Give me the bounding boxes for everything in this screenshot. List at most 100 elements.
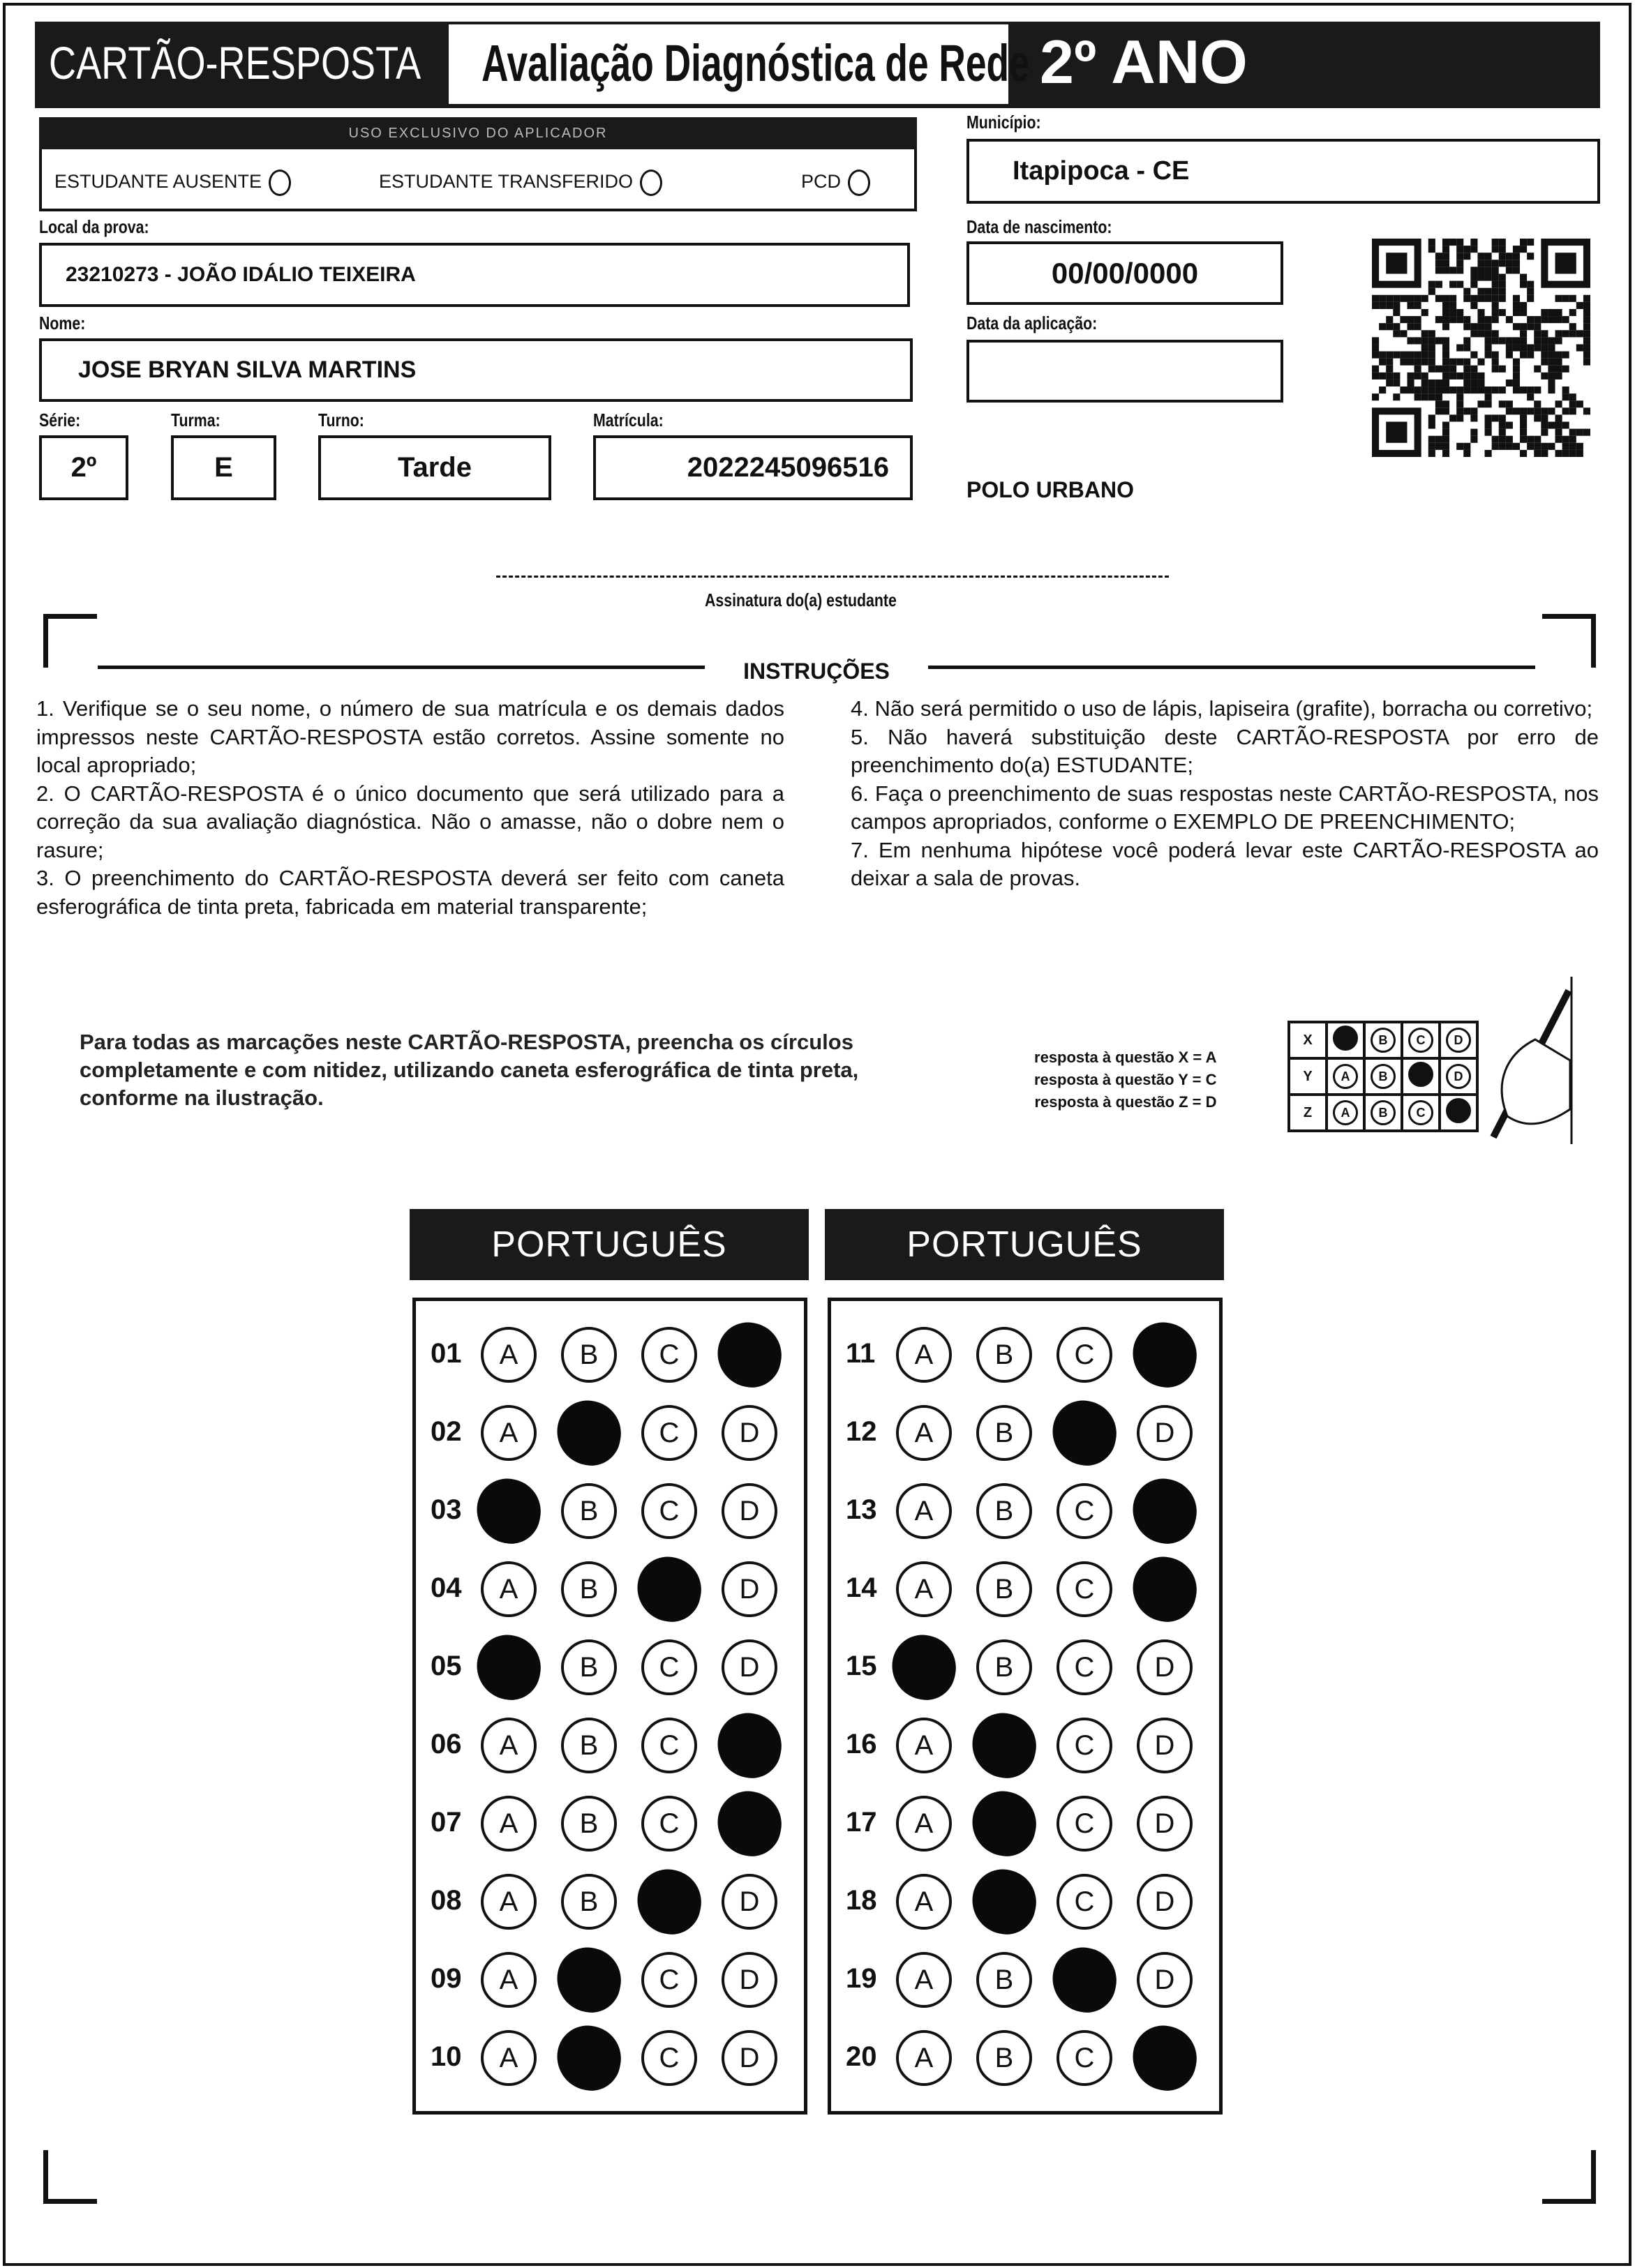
qr-module <box>1477 330 1485 338</box>
answer-bubble-12-d[interactable]: D <box>1137 1405 1193 1461</box>
answer-bubble-03-b[interactable]: B <box>561 1483 617 1539</box>
answer-bubble-16-c[interactable]: C <box>1057 1718 1112 1773</box>
option-pcd[interactable]: PCD <box>801 170 871 196</box>
answer-bubble-02-a[interactable]: A <box>481 1405 537 1461</box>
answer-bubble-08-d[interactable]: D <box>722 1874 777 1930</box>
qr-module <box>1512 337 1521 345</box>
answer-bubble-04-b[interactable]: B <box>561 1561 617 1617</box>
instructions-title: INSTRUÇÕES <box>743 659 890 684</box>
municipio-field: Itapipoca - CE <box>966 139 1600 204</box>
answer-bubble-18-d[interactable]: D <box>1137 1874 1193 1930</box>
answer-bubble-06-a[interactable]: A <box>481 1718 537 1773</box>
instructions-rule-left <box>98 666 705 669</box>
qr-module <box>1456 246 1464 253</box>
exam-title: Avaliação Diagnóstica de Rede <box>481 34 1030 92</box>
option-transferred[interactable]: ESTUDANTE TRANSFERIDO <box>379 170 663 196</box>
answer-bubble-03-d[interactable]: D <box>722 1483 777 1539</box>
answer-bubble-14-b[interactable]: B <box>976 1561 1032 1617</box>
qr-module <box>1470 301 1478 309</box>
answer-bubble-02-d[interactable]: D <box>722 1405 777 1461</box>
answer-bubble-11-a[interactable]: A <box>896 1327 952 1383</box>
answer-bubble-15-c[interactable]: C <box>1057 1639 1112 1695</box>
answer-bubble-06-c[interactable]: C <box>641 1718 697 1773</box>
absent-circle[interactable] <box>269 170 292 196</box>
answer-bubble-01-a[interactable]: A <box>481 1327 537 1383</box>
answer-bubble-18-c[interactable]: C <box>1057 1874 1112 1930</box>
answer-bubble-01-b[interactable]: B <box>561 1327 617 1383</box>
answer-bubble-19-b[interactable]: B <box>976 1952 1032 2008</box>
qr-module <box>1470 435 1478 443</box>
answer-bubble-20-b[interactable]: B <box>976 2030 1032 2086</box>
answer-bubble-12-a[interactable]: A <box>896 1405 952 1461</box>
answer-bubble-05-d[interactable]: D <box>722 1639 777 1695</box>
qr-module <box>1548 379 1555 387</box>
answer-bubble-16-d[interactable]: D <box>1137 1718 1193 1773</box>
answer-bubble-20-a[interactable]: A <box>896 2030 952 2086</box>
qr-module <box>1562 351 1569 359</box>
answer-bubble-06-b[interactable]: B <box>561 1718 617 1773</box>
qr-module <box>1541 351 1548 359</box>
option-absent[interactable]: ESTUDANTE AUSENTE <box>54 170 292 196</box>
answer-bubble-05-b[interactable]: B <box>561 1639 617 1695</box>
answer-bubble-17-d[interactable]: D <box>1137 1796 1193 1852</box>
qr-module <box>1484 316 1492 324</box>
qr-module <box>1491 435 1499 443</box>
example-bubble-b: B <box>1371 1100 1396 1125</box>
answer-bubble-10-a[interactable]: A <box>481 2030 537 2086</box>
transferred-circle[interactable] <box>640 170 663 196</box>
qr-module <box>1477 260 1485 267</box>
qr-module <box>1498 365 1506 373</box>
answer-bubble-20-c[interactable]: C <box>1057 2030 1112 2086</box>
qr-module <box>1386 365 1394 373</box>
answer-bubble-17-c[interactable]: C <box>1057 1796 1112 1852</box>
answer-bubble-09-a[interactable]: A <box>481 1952 537 2008</box>
answer-bubble-07-c[interactable]: C <box>641 1796 697 1852</box>
qr-module <box>1407 316 1414 324</box>
answer-bubble-19-a[interactable]: A <box>896 1952 952 2008</box>
qr-module <box>1421 294 1428 302</box>
qr-module <box>1477 294 1485 302</box>
answer-bubble-10-d[interactable]: D <box>722 2030 777 2086</box>
qr-module <box>1512 358 1521 366</box>
answer-bubble-03-c[interactable]: C <box>641 1483 697 1539</box>
qr-module <box>1463 316 1471 324</box>
answer-bubble-16-a[interactable]: A <box>896 1718 952 1773</box>
answer-bubble-10-c[interactable]: C <box>641 2030 697 2086</box>
qr-module <box>1512 246 1521 253</box>
instruction-5: 5. Não haverá substituição deste CARTÃO-… <box>851 724 1599 778</box>
qr-module <box>1442 323 1450 331</box>
answer-bubble-15-b[interactable]: B <box>976 1639 1032 1695</box>
answer-bubble-08-b[interactable]: B <box>561 1874 617 1930</box>
qr-module <box>1407 372 1414 380</box>
answer-bubble-13-b[interactable]: B <box>976 1483 1032 1539</box>
answer-bubble-15-d[interactable]: D <box>1137 1639 1193 1695</box>
answer-bubble-14-c[interactable]: C <box>1057 1561 1112 1617</box>
answer-bubble-19-d[interactable]: D <box>1137 1952 1193 2008</box>
answer-bubble-05-c[interactable]: C <box>641 1639 697 1695</box>
qr-module <box>1456 400 1464 408</box>
answer-bubble-07-b[interactable]: B <box>561 1796 617 1852</box>
answer-bubble-14-a[interactable]: A <box>896 1561 952 1617</box>
answer-bubble-11-c[interactable]: C <box>1057 1327 1112 1383</box>
answer-bubble-17-a[interactable]: A <box>896 1796 952 1852</box>
qr-module <box>1435 379 1442 387</box>
qr-module <box>1442 400 1450 408</box>
pcd-circle[interactable] <box>848 170 871 196</box>
answer-bubble-08-a[interactable]: A <box>481 1874 537 1930</box>
qr-module <box>1555 421 1562 429</box>
qr-module <box>1456 393 1464 401</box>
answer-bubble-09-c[interactable]: C <box>641 1952 697 2008</box>
answer-bubble-12-b[interactable]: B <box>976 1405 1032 1461</box>
answer-bubble-04-a[interactable]: A <box>481 1561 537 1617</box>
answer-bubble-18-a[interactable]: A <box>896 1874 952 1930</box>
answer-bubble-13-a[interactable]: A <box>896 1483 952 1539</box>
answer-bubble-01-c[interactable]: C <box>641 1327 697 1383</box>
qr-module <box>1555 400 1562 408</box>
answer-bubble-09-d[interactable]: D <box>722 1952 777 2008</box>
answer-bubble-11-b[interactable]: B <box>976 1327 1032 1383</box>
answer-bubble-04-d[interactable]: D <box>722 1561 777 1617</box>
answer-bubble-13-c[interactable]: C <box>1057 1483 1112 1539</box>
answer-bubble-02-c[interactable]: C <box>641 1405 697 1461</box>
example-cell <box>1401 1057 1441 1096</box>
answer-bubble-07-a[interactable]: A <box>481 1796 537 1852</box>
